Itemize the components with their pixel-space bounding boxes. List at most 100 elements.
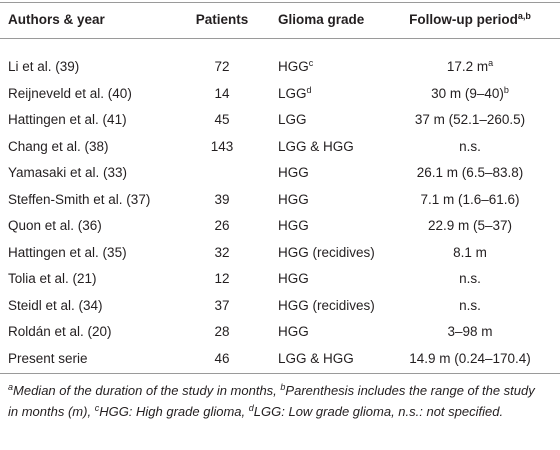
grade-cell: HGG (recidives) <box>278 297 375 315</box>
author-text: Tolia et al. (21) <box>8 271 97 286</box>
author-cell: Roldán et al. (20) <box>8 323 112 341</box>
author-cell: Reijneveld et al. (40) <box>8 85 132 103</box>
patients-cell: 37 <box>214 297 229 315</box>
followup-text: 3–98 m <box>447 324 493 339</box>
author-cell: Steidl et al. (34) <box>8 297 103 315</box>
header-text: Glioma grade <box>278 12 365 27</box>
followup-cell: 30 m (9–40)b <box>431 85 509 103</box>
grade-cell: LGG & HGG <box>278 138 354 156</box>
author-text: Reijneveld et al. (40) <box>8 85 132 101</box>
grade-text: HGG <box>278 218 309 233</box>
grade-cell: HGG <box>278 217 309 235</box>
followup-text: 26.1 m (6.5–83.8) <box>416 165 524 180</box>
patients-cell: 46 <box>214 350 229 368</box>
header-superscript: a,b <box>517 11 531 21</box>
header-cell: Authors & year <box>8 11 105 29</box>
followup-text: 14.9 m (0.24–170.4) <box>409 350 531 366</box>
patients-text: 37 <box>214 297 230 313</box>
footnotes: aMedian of the duration of the study in … <box>8 380 548 422</box>
grade-text: LGG <box>278 85 307 101</box>
author-cell: Tolia et al. (21) <box>8 270 97 288</box>
grade-cell: HGG (recidives) <box>278 244 375 262</box>
followup-text: n.s. <box>459 138 481 154</box>
patients-cell: 12 <box>214 270 229 288</box>
followup-superscript: a <box>488 58 494 68</box>
patients-cell: 143 <box>211 138 234 156</box>
author-text: Yamasaki et al. (33) <box>8 165 128 180</box>
patients-cell: 39 <box>214 191 229 209</box>
author-cell: Quon et al. (36) <box>8 217 102 235</box>
grade-cell: LGG & HGG <box>278 350 354 368</box>
grade-superscript: d <box>306 84 312 95</box>
grade-cell: LGGd <box>278 85 312 103</box>
followup-text: 8.1 m <box>453 244 487 260</box>
patients-text: 39 <box>214 191 230 207</box>
author-text: Roldán et al. (20) <box>8 324 112 339</box>
followup-cell: 37 m (52.1–260.5) <box>415 111 525 129</box>
patients-cell: 26 <box>214 217 229 235</box>
author-text: Li et al. (39) <box>8 59 80 74</box>
author-cell: Li et al. (39) <box>8 58 79 76</box>
patients-text: 32 <box>214 244 230 260</box>
author-cell: Steffen-Smith et al. (37) <box>8 191 150 209</box>
patients-cell: 45 <box>214 111 229 129</box>
followup-cell: 14.9 m (0.24–170.4) <box>409 350 531 368</box>
followup-text: 17.2 m <box>446 59 489 74</box>
author-text: Present serie <box>8 350 88 366</box>
grade-text: HGG <box>278 271 309 286</box>
header-text: Authors & year <box>8 12 105 27</box>
grade-text: HGG <box>278 191 309 207</box>
patients-text: 12 <box>214 271 230 286</box>
author-cell: Hattingen et al. (35) <box>8 244 127 262</box>
author-cell: Yamasaki et al. (33) <box>8 164 127 182</box>
grade-text: HGG (recidives) <box>278 297 375 313</box>
footnote-mark: d <box>248 403 254 413</box>
author-text: Steidl et al. (34) <box>8 297 103 313</box>
footnote-mark: c <box>94 403 100 413</box>
patients-text: 14 <box>214 85 230 101</box>
patients-cell: 28 <box>214 323 229 341</box>
patients-cell: 32 <box>214 244 229 262</box>
author-text: Quon et al. (36) <box>8 218 102 233</box>
followup-text: 37 m (52.1–260.5) <box>414 112 526 127</box>
patients-text: 26 <box>214 218 230 233</box>
followup-cell: n.s. <box>459 297 481 315</box>
followup-cell: 3–98 m <box>447 323 492 341</box>
patients-text: 72 <box>214 59 230 74</box>
grade-text: HGG (recidives) <box>278 244 375 260</box>
grade-text: HGG <box>278 324 309 339</box>
footnote-text: LGG: Low grade glioma, n.s.: not specifi… <box>253 404 504 419</box>
grade-text: LGG & HGG <box>278 350 354 366</box>
followup-text: 22.9 m (5–37) <box>427 218 513 233</box>
followup-cell: 26.1 m (6.5–83.8) <box>417 164 524 182</box>
grade-cell: HGG <box>278 164 309 182</box>
followup-cell: 17.2 ma <box>447 58 493 76</box>
author-text: Steffen-Smith et al. (37) <box>8 191 151 207</box>
header-text: Patients <box>195 12 249 27</box>
followup-superscript: b <box>503 84 509 95</box>
author-cell: Present serie <box>8 350 88 368</box>
grade-text: HGG <box>278 59 309 74</box>
followup-text: 7.1 m (1.6–61.6) <box>420 191 520 207</box>
author-cell: Chang et al. (38) <box>8 138 109 156</box>
followup-cell: 22.9 m (5–37) <box>428 217 512 235</box>
followup-text: n.s. <box>459 297 481 313</box>
patients-text: 143 <box>210 138 234 154</box>
author-cell: Hattingen et al. (41) <box>8 111 127 129</box>
patients-text: 45 <box>214 112 230 127</box>
grade-cell: HGG <box>278 270 309 288</box>
author-text: Chang et al. (38) <box>8 138 109 154</box>
author-text: Hattingen et al. (35) <box>8 244 127 260</box>
followup-cell: n.s. <box>459 138 481 156</box>
followup-text: n.s. <box>459 271 481 286</box>
patients-text: 28 <box>214 324 230 339</box>
grade-cell: HGGc <box>278 58 313 76</box>
footnote-mark: a <box>8 382 14 392</box>
followup-cell: 8.1 m <box>453 244 487 262</box>
patients-cell: 72 <box>214 58 229 76</box>
top-rule <box>0 2 560 3</box>
bottom-rule <box>0 373 560 374</box>
patients-text: 46 <box>214 350 230 366</box>
footnote-mark: b <box>280 382 286 392</box>
